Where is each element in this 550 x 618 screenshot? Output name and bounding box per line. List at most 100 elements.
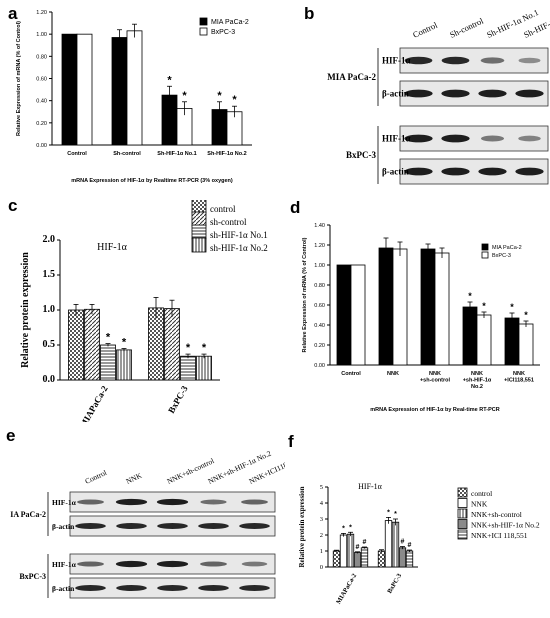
y-tick-label: 0.00: [36, 143, 47, 149]
bar: [462, 306, 478, 366]
row-label: HIF-1α: [52, 560, 77, 569]
category-label: Control: [341, 371, 361, 377]
significance-marker: *: [342, 525, 345, 532]
protein-band: [157, 522, 188, 530]
y-tick-label: 0.40: [314, 323, 325, 329]
protein-band: [480, 57, 505, 64]
bar: [420, 248, 436, 366]
y-axis-label: Relative protein expression: [20, 252, 31, 368]
bar: [384, 520, 393, 568]
chart-title: HIF-1α: [358, 482, 383, 491]
bar: [339, 534, 348, 568]
significance-marker: #: [356, 544, 360, 551]
bar: [180, 355, 196, 381]
row-label: HIF-1α: [52, 498, 77, 507]
legend-label: MIA PaCa-2: [492, 245, 522, 251]
protein-band: [156, 498, 189, 506]
significance-marker: *: [394, 511, 397, 518]
protein-band: [239, 584, 270, 592]
y-axis-label: Relative protein expression: [298, 486, 306, 567]
y-tick-label: 0: [320, 564, 323, 571]
chart-d: 0.00 0.20 0.40 0.60 0.80 1.00 1.20 1.40 Control N…: [302, 223, 540, 413]
y-tick-label: 1: [320, 548, 323, 555]
protein-band: [404, 167, 433, 176]
bar: [116, 349, 132, 381]
category-label: NNK: [387, 371, 399, 377]
bar: [476, 314, 492, 366]
legend-swatch: [199, 27, 208, 36]
significance-marker: *: [202, 342, 207, 354]
bar: [504, 317, 520, 366]
significance-marker: #: [401, 539, 405, 546]
cell-line-label: BxPC-3: [19, 572, 46, 581]
significance-marker: *: [468, 291, 472, 301]
legend-swatch: [457, 519, 468, 529]
legend-swatch: [191, 200, 207, 214]
significance-marker: *: [387, 509, 390, 516]
lane-label: NNK: [125, 471, 144, 486]
category-label: +sh-HIF-1α: [463, 378, 492, 384]
significance-marker: *: [349, 524, 352, 531]
bar: [434, 252, 450, 366]
y-tick-label: 1.20: [314, 243, 325, 249]
category-label: Control: [67, 151, 87, 157]
y-tick-label: 2: [320, 532, 323, 539]
bar: [391, 521, 400, 568]
bar: [346, 533, 355, 568]
legend-swatch: [191, 224, 207, 240]
category-label: +ICI118,551: [504, 378, 534, 384]
legend-swatch: [457, 487, 468, 498]
y-tick-label: 1.0: [43, 304, 56, 315]
x-axis-label: mRNA Expression of HIF-1α by Realtime RT…: [71, 178, 233, 184]
cell-line-label: MIA PaCa-2: [327, 72, 376, 82]
legend-label: sh-HIF-1α No.2: [210, 243, 268, 253]
bar: [405, 550, 414, 568]
y-tick-label: 1.00: [314, 263, 325, 269]
cell-line-label: IA PaCa-2: [10, 510, 46, 519]
significance-marker: *: [482, 301, 486, 311]
panel-label-f: f: [288, 432, 294, 451]
category-label: No.2: [471, 384, 483, 390]
y-axis-label: Relative Expression of mRNA (% of Contro…: [302, 237, 308, 352]
legend-label: NNK+sh-HIF-1α No.2: [471, 521, 540, 530]
y-tick-label: 0.80: [36, 54, 47, 60]
y-tick-label: 0.60: [36, 77, 47, 83]
protein-band: [198, 584, 229, 592]
bar: [84, 308, 100, 381]
bar: [377, 550, 386, 568]
legend-swatch: [481, 243, 489, 251]
bar: [332, 550, 341, 568]
y-tick-label: 3: [320, 516, 323, 523]
y-tick-label: 1.00: [36, 32, 47, 38]
y-tick-label: 0.20: [36, 121, 47, 127]
category-label: Sh-HIF-1α No.1: [157, 151, 196, 157]
protein-band: [441, 89, 470, 98]
category-label: BxPC-3: [386, 572, 403, 595]
y-tick-label: 0.00: [314, 363, 325, 369]
legend-label: BxPC-3: [492, 253, 511, 259]
significance-marker: *: [167, 74, 172, 86]
protein-band: [441, 167, 470, 176]
lane-label: Control: [411, 20, 439, 40]
protein-band: [404, 56, 433, 65]
protein-band: [441, 134, 470, 143]
category-label: NNK: [513, 371, 525, 377]
bar: [398, 547, 407, 568]
legend-swatch: [457, 529, 468, 540]
y-tick-label: 5: [320, 484, 323, 491]
bar: [76, 33, 93, 146]
y-tick-label: 0.60: [314, 303, 325, 309]
protein-band: [75, 584, 106, 592]
legend-swatch: [199, 17, 208, 26]
legend-label: NNK+ICI 118,551: [471, 531, 528, 540]
legend-label: control: [210, 204, 236, 214]
protein-band: [75, 522, 106, 530]
protein-band: [241, 561, 268, 567]
protein-band: [115, 498, 148, 506]
cell-line-label: BxPC-3: [346, 150, 376, 160]
protein-band: [515, 89, 544, 98]
bar: [518, 323, 534, 366]
legend-swatch: [457, 508, 468, 519]
